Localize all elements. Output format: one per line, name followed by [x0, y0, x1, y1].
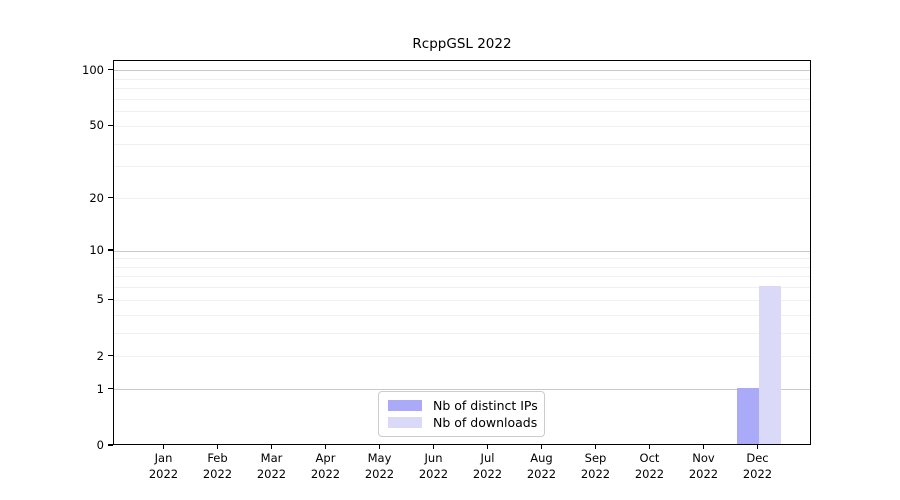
- gridline-minor: [114, 111, 810, 113]
- gridline-minor: [114, 287, 810, 289]
- gridline-minor: [114, 332, 810, 334]
- gridline-minor: [114, 88, 810, 90]
- x-tick-mark: [270, 445, 273, 449]
- y-tick-mark: [108, 196, 113, 199]
- x-tick-mark: [216, 445, 219, 449]
- gridline-minor: [114, 314, 810, 316]
- legend: Nb of distinct IPs Nb of downloads: [378, 391, 545, 437]
- x-tick-mark: [486, 445, 489, 449]
- bar-distinct-ips: [736, 387, 759, 444]
- x-tick-mark: [432, 445, 435, 449]
- x-tick-label: Sep 2022: [580, 451, 611, 481]
- x-tick-mark: [756, 445, 759, 449]
- x-tick-label: Nov 2022: [688, 451, 719, 481]
- x-tick-label: Jan 2022: [148, 451, 179, 481]
- gridline-major: [114, 250, 810, 252]
- y-tick-mark: [108, 355, 113, 357]
- x-tick-label: Aug 2022: [526, 451, 557, 481]
- bar-downloads: [758, 285, 781, 444]
- plot-area: [113, 60, 811, 445]
- x-tick-mark: [594, 445, 597, 449]
- y-tick-label: 50: [89, 118, 104, 133]
- y-tick-mark: [108, 444, 113, 446]
- x-tick-mark: [378, 445, 381, 449]
- legend-label-downloads: Nb of downloads: [433, 415, 538, 430]
- gridline-minor: [114, 276, 810, 278]
- gridline-minor: [114, 78, 810, 80]
- legend-item-downloads: Nb of downloads: [388, 414, 538, 431]
- y-tick-label: 1: [96, 381, 104, 396]
- x-tick-label: Dec 2022: [742, 451, 773, 481]
- y-tick-mark: [108, 69, 113, 71]
- y-tick-label: 5: [96, 292, 104, 307]
- gridline-minor: [114, 166, 810, 168]
- x-tick-label: Jun 2022: [418, 451, 449, 481]
- y-tick-label: 20: [89, 190, 104, 205]
- x-tick-mark: [648, 445, 651, 449]
- x-tick-mark: [540, 445, 543, 449]
- x-tick-label: Oct 2022: [634, 451, 665, 481]
- chart-title: RcppGSL 2022: [412, 36, 512, 52]
- legend-label-distinct-ips: Nb of distinct IPs: [433, 398, 538, 413]
- y-tick-label: 2: [96, 348, 104, 363]
- gridline-minor: [114, 98, 810, 100]
- gridline-minor: [114, 356, 810, 358]
- y-tick-mark: [108, 124, 113, 126]
- x-tick-mark: [702, 445, 705, 449]
- y-tick-mark: [108, 388, 113, 390]
- y-tick-label: 0: [96, 438, 104, 452]
- x-tick-mark: [324, 445, 327, 449]
- gridline-minor: [114, 198, 810, 199]
- y-tick-mark: [108, 249, 113, 251]
- x-tick-label: May 2022: [364, 451, 395, 481]
- gridline-minor: [114, 143, 810, 145]
- y-tick-label: 10: [89, 243, 104, 258]
- gridline-major: [114, 389, 810, 391]
- x-tick-label: Feb 2022: [202, 451, 233, 481]
- legend-swatch-downloads: [388, 417, 422, 428]
- y-tick-label: 100: [82, 62, 104, 77]
- x-tick-label: Jul 2022: [472, 451, 503, 481]
- y-tick-mark: [108, 298, 113, 300]
- x-tick-label: Mar 2022: [256, 451, 287, 481]
- x-tick-mark: [162, 445, 165, 449]
- gridline-minor: [114, 258, 810, 260]
- gridline-major: [114, 70, 810, 72]
- gridline-minor: [114, 299, 810, 301]
- legend-swatch-distinct-ips: [388, 400, 422, 411]
- legend-item-distinct-ips: Nb of distinct IPs: [388, 397, 538, 414]
- gridline-minor: [114, 266, 810, 268]
- gridline-minor: [114, 125, 810, 127]
- x-tick-label: Apr 2022: [310, 451, 341, 481]
